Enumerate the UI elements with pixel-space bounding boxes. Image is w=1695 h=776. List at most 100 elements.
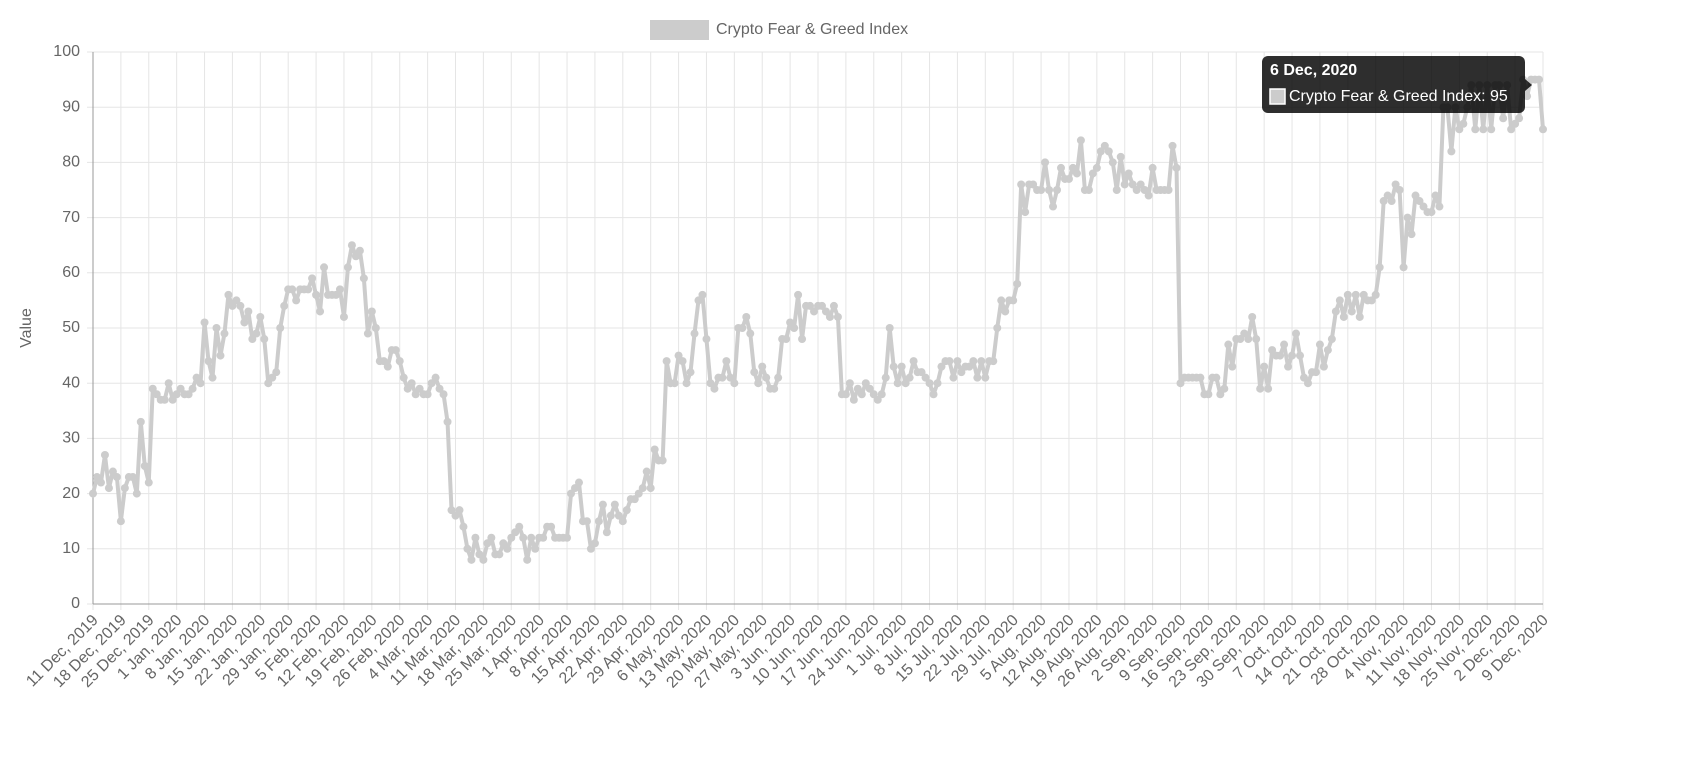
data-point bbox=[292, 296, 301, 305]
data-point bbox=[989, 357, 998, 366]
data-point bbox=[594, 517, 603, 526]
data-point bbox=[1331, 307, 1340, 316]
data-point bbox=[909, 357, 918, 366]
data-point bbox=[1120, 180, 1129, 189]
data-point bbox=[471, 533, 480, 542]
data-point bbox=[877, 390, 886, 399]
data-point bbox=[264, 379, 273, 388]
data-point bbox=[602, 528, 611, 537]
data-point bbox=[738, 324, 747, 332]
data-point bbox=[889, 362, 898, 371]
data-point bbox=[172, 390, 181, 399]
data-point bbox=[881, 373, 890, 382]
data-point bbox=[407, 379, 416, 388]
data-point bbox=[638, 484, 647, 493]
y-tick-label: 50 bbox=[62, 319, 80, 336]
data-point bbox=[256, 312, 265, 321]
data-point bbox=[758, 362, 767, 371]
data-point bbox=[790, 324, 799, 332]
data-point bbox=[515, 522, 524, 531]
data-point bbox=[582, 517, 591, 526]
data-point bbox=[475, 550, 484, 559]
data-point bbox=[1248, 312, 1257, 321]
data-point bbox=[806, 301, 815, 310]
data-point bbox=[1387, 197, 1396, 206]
data-point bbox=[1116, 152, 1125, 161]
tooltip-label: Crypto Fear & Greed Index: 95 bbox=[1289, 88, 1508, 105]
data-point bbox=[1045, 186, 1054, 194]
data-point bbox=[1088, 169, 1097, 178]
data-point bbox=[710, 384, 719, 393]
data-point bbox=[507, 533, 516, 542]
data-point bbox=[140, 462, 149, 470]
y-tick-label: 30 bbox=[62, 430, 80, 447]
data-point bbox=[244, 307, 253, 316]
data-point bbox=[339, 312, 348, 321]
data-point bbox=[212, 324, 221, 332]
tooltip-box bbox=[1262, 56, 1525, 113]
data-point bbox=[268, 373, 277, 382]
data-point bbox=[355, 246, 364, 255]
data-point bbox=[1435, 202, 1444, 211]
data-point bbox=[821, 307, 830, 316]
y-tick-label: 100 bbox=[53, 43, 80, 60]
data-point bbox=[100, 450, 109, 459]
data-point bbox=[1276, 351, 1285, 360]
data-point bbox=[435, 384, 444, 393]
data-point bbox=[686, 368, 695, 377]
data-point bbox=[112, 473, 121, 482]
data-point bbox=[1292, 329, 1301, 338]
data-point bbox=[977, 357, 986, 366]
data-point bbox=[1303, 379, 1312, 388]
data-point bbox=[108, 467, 117, 476]
data-point bbox=[606, 511, 615, 520]
data-point bbox=[1068, 163, 1077, 172]
data-point bbox=[431, 373, 440, 382]
data-point bbox=[439, 390, 448, 399]
legend-label[interactable]: Crypto Fear & Greed Index bbox=[716, 21, 908, 38]
data-point bbox=[523, 555, 532, 564]
data-point bbox=[1013, 279, 1022, 288]
data-point bbox=[794, 290, 803, 299]
data-point bbox=[527, 533, 536, 542]
data-point bbox=[1415, 197, 1424, 206]
data-point bbox=[571, 484, 580, 493]
data-point bbox=[1299, 373, 1308, 382]
tooltip-title: 6 Dec, 2020 bbox=[1270, 62, 1357, 79]
data-point bbox=[754, 379, 763, 388]
data-point bbox=[200, 318, 209, 327]
data-point bbox=[308, 274, 317, 283]
data-point bbox=[965, 362, 974, 371]
data-point bbox=[1535, 75, 1544, 84]
data-point bbox=[547, 522, 556, 531]
legend-swatch[interactable] bbox=[650, 20, 709, 40]
data-point bbox=[1056, 163, 1065, 172]
data-point bbox=[726, 373, 735, 382]
data-point bbox=[917, 368, 926, 377]
data-point bbox=[798, 335, 807, 344]
data-point bbox=[1431, 191, 1440, 200]
data-point bbox=[1164, 186, 1173, 194]
data-point bbox=[853, 384, 862, 393]
data-point bbox=[718, 373, 727, 382]
data-point bbox=[1347, 307, 1356, 316]
data-point bbox=[331, 290, 340, 299]
data-point bbox=[885, 324, 894, 332]
data-point bbox=[459, 522, 468, 531]
data-point bbox=[427, 379, 436, 388]
data-point bbox=[598, 500, 607, 509]
data-point bbox=[618, 517, 627, 526]
data-point bbox=[997, 296, 1006, 305]
data-point bbox=[662, 357, 671, 366]
data-point bbox=[901, 379, 910, 388]
data-point bbox=[1108, 158, 1117, 167]
data-point bbox=[1355, 312, 1364, 321]
data-point bbox=[1176, 379, 1185, 388]
tooltip-swatch bbox=[1269, 88, 1286, 105]
data-point bbox=[993, 324, 1002, 332]
data-point bbox=[1104, 147, 1113, 156]
data-point bbox=[236, 301, 245, 310]
data-point bbox=[184, 390, 193, 399]
data-point bbox=[89, 489, 97, 498]
data-point bbox=[670, 379, 679, 388]
